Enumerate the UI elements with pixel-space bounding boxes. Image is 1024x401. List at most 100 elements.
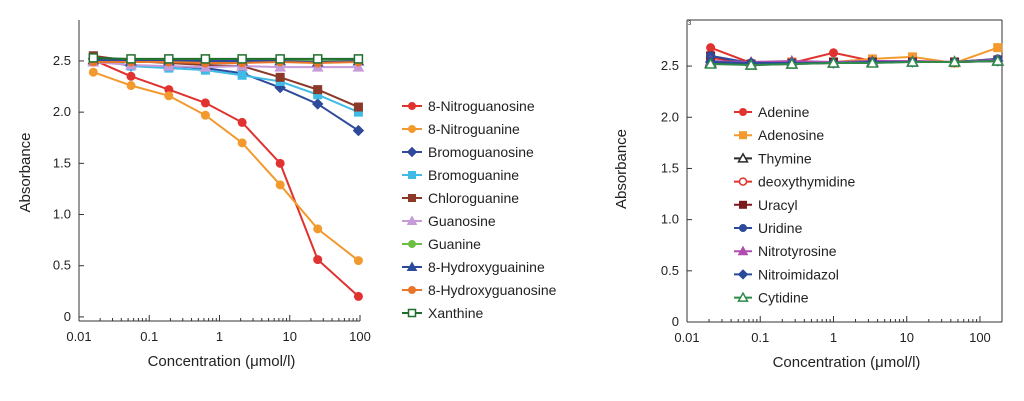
left-data-point: [312, 54, 323, 64]
right-data-point: [906, 55, 919, 67]
left-series-line: [93, 56, 359, 60]
left-data-point: [313, 224, 323, 234]
left-data-point: [311, 98, 324, 110]
left-data-point: [237, 138, 247, 148]
right-x-axis-label: Concentration (μmol/l): [773, 354, 921, 371]
left-data-point: [126, 71, 136, 81]
right-data-point: [991, 54, 1005, 66]
right-data-point: [704, 57, 717, 69]
right-y-tick-label: 1.0: [661, 212, 679, 227]
left-data-point: [126, 81, 136, 91]
right-legend-marker: [737, 152, 749, 163]
right-x-tick-label: 1: [830, 330, 837, 345]
left-data-point: [275, 72, 285, 82]
left-legend-marker: [408, 102, 416, 110]
left-data-point: [275, 54, 285, 64]
left-data-point: [275, 158, 285, 168]
right-legend-marker: [739, 131, 747, 140]
left-data-point: [353, 54, 364, 64]
left-data-point: [352, 124, 365, 137]
left-data-point: [274, 61, 286, 72]
right-y-tick-label: 2.0: [661, 109, 679, 124]
left-legend-label: Guanosine: [428, 213, 496, 229]
right-data-point: [785, 57, 799, 69]
left-data-point: [313, 85, 323, 95]
left-data-point: [353, 102, 363, 112]
right-y-tick-label: 0.5: [661, 263, 679, 278]
left-legend-marker: [406, 261, 418, 271]
left-data-point: [88, 53, 99, 63]
left-y-tick-label: 0.5: [53, 258, 71, 273]
left-x-tick-label: 0.01: [66, 329, 91, 344]
left-x-tick-label: 100: [349, 329, 371, 344]
right-data-point: [706, 43, 716, 53]
left-data-point: [164, 91, 174, 101]
left-data-point: [237, 54, 247, 64]
right-legend-label: Thymine: [758, 150, 812, 166]
right-x-tick-label: 0.1: [751, 330, 769, 345]
left-legend-label: Chloroguanine: [428, 190, 519, 206]
right-legend-marker: [737, 291, 749, 302]
left-legend-marker: [408, 171, 416, 179]
right-data-point: [744, 58, 758, 70]
right-data-point: [827, 56, 840, 68]
chart-nucleosides: 0 0.5 1.0 1.5 2.0 2.5 0.01 0.1 1 10 100 Concentrati…: [613, 19, 1005, 371]
left-legend-marker: [406, 146, 418, 158]
right-series-line: [710, 59, 998, 67]
left-data-point: [353, 291, 363, 301]
left-legend-marker: [407, 308, 417, 318]
right-data-point: [828, 48, 838, 58]
left-data-point: [313, 255, 323, 265]
left-legend-label: 8-Hydroxyguainine: [428, 259, 545, 275]
left-legend-label: 8-Nitroguanosine: [428, 98, 535, 114]
left-x-tick-label: 10: [283, 329, 297, 344]
right-legend-label: deoxythymidine: [758, 174, 855, 190]
left-data-point: [237, 70, 247, 80]
chart-nitro-guanines: 0 0.5 1.0 1.5 2.0 2.5 0.01 0.1 1 10 100 Concentrati…: [17, 20, 557, 370]
left-data-point: [275, 180, 285, 190]
right-legend-marker: [739, 200, 747, 209]
left-series-line: [93, 56, 359, 62]
left-series-line: [93, 54, 359, 114]
right-y-axis-label: Absorbance: [613, 129, 630, 209]
left-legend-marker: [406, 215, 418, 225]
right-legend-marker: [739, 108, 747, 116]
right-x-tick-label: 10: [899, 330, 913, 345]
left-x-axis-label: Concentration (μmol/l): [148, 353, 296, 370]
left-series-line: [93, 58, 359, 63]
right-series: [704, 54, 1005, 70]
left-series-line: [93, 60, 359, 69]
right-y-tick-label: 0: [672, 314, 679, 329]
right-legend-label: Nitroimidazol: [758, 266, 839, 282]
left-data-point: [200, 54, 211, 64]
left-legend-marker: [408, 125, 416, 133]
right-legend-marker: [737, 245, 749, 256]
left-legend-marker: [408, 240, 416, 248]
left-x-tick-label: 1: [216, 329, 223, 344]
right-data-point: [866, 56, 879, 68]
left-y-tick-label: 1.5: [53, 155, 71, 170]
left-series-line: [92, 59, 360, 298]
left-legend-label: 8-Hydroxyguanosine: [428, 282, 557, 298]
right-legend-marker: [738, 177, 748, 186]
left-data-point: [237, 117, 247, 127]
left-data-point: [200, 98, 210, 108]
right-data-point: [948, 55, 961, 67]
left-legend-label: Xanthine: [428, 305, 483, 321]
left-legend-marker: [408, 286, 416, 294]
left-series: [88, 67, 363, 266]
left-data-point: [164, 54, 174, 64]
right-legend-label: Cytidine: [758, 290, 809, 306]
left-y-tick-label: 2.5: [53, 53, 71, 68]
right-legend-marker: [739, 224, 747, 232]
left-data-point: [126, 54, 136, 64]
left-y-tick-label: 2.0: [53, 104, 71, 119]
right-legend-label: Uridine: [758, 220, 803, 236]
left-data-point: [352, 61, 365, 72]
left-data-point: [88, 67, 98, 77]
right-legend-label: Adenosine: [758, 127, 824, 143]
right-x-tick-label: 0.01: [674, 330, 699, 345]
left-legend-label: 8-Nitroguanine: [428, 121, 520, 137]
left-x-tick-label: 0.1: [140, 329, 158, 344]
left-legend-label: Bromoguanosine: [428, 144, 534, 160]
